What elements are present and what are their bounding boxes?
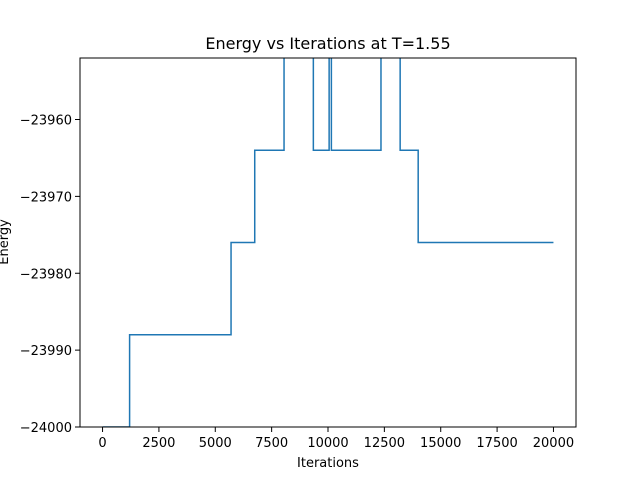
y-tick-label: −23980 (20, 267, 72, 282)
y-tick-label: −23960 (20, 114, 72, 129)
x-axis-label: Iterations (297, 456, 359, 471)
x-tick-label: 5000 (199, 436, 232, 451)
chart-title: Energy vs Iterations at T=1.55 (205, 34, 450, 53)
x-tick-label: 15000 (420, 436, 461, 451)
y-axis-label: Energy (0, 219, 12, 265)
y-tick-label: −23970 (20, 190, 72, 205)
x-tick-label: 10000 (307, 436, 348, 451)
x-tick-label: 20000 (533, 436, 574, 451)
energy-series-line (102, 58, 554, 427)
x-tick-label: 2500 (142, 436, 175, 451)
y-tick-label: −24000 (20, 421, 72, 436)
x-tick-label: 0 (98, 436, 106, 451)
x-tick-label: 12500 (364, 436, 405, 451)
y-tick-label: −23990 (20, 344, 72, 359)
x-tick-label: 7500 (255, 436, 288, 451)
x-tick-label: 17500 (476, 436, 517, 451)
